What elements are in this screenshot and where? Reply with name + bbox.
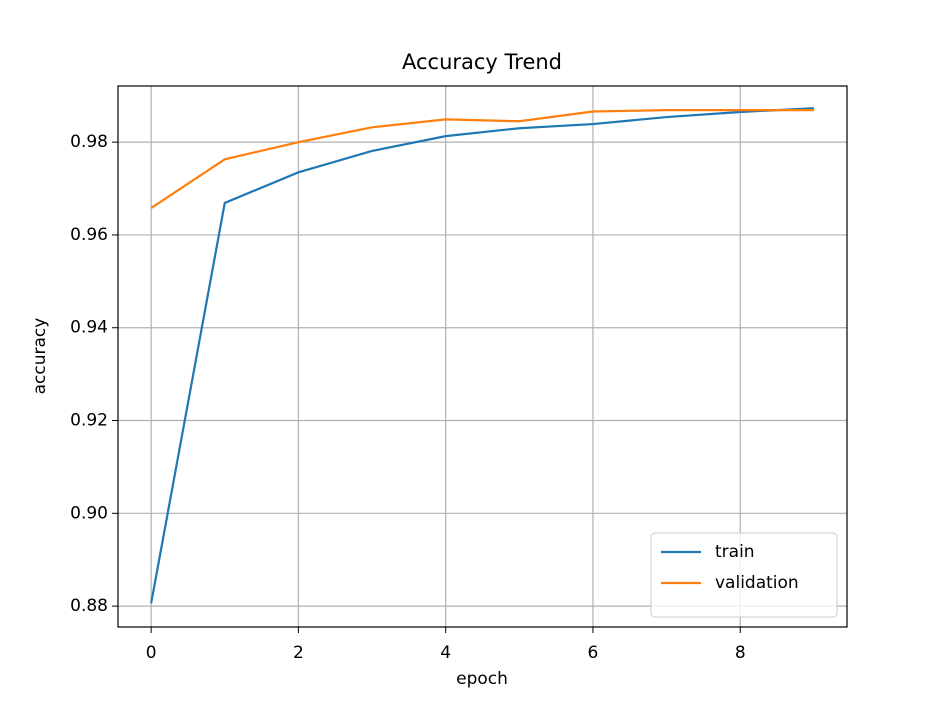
- y-tick-label: 0.96: [70, 225, 108, 245]
- x-tick-label: 6: [588, 643, 599, 663]
- legend-box: [650, 532, 838, 618]
- y-tick-label: 0.98: [70, 132, 108, 152]
- y-tick-label: 0.90: [70, 503, 108, 523]
- x-tick-label: 8: [735, 643, 746, 663]
- x-axis-label: epoch: [456, 669, 508, 689]
- legend: train validation: [650, 532, 838, 618]
- data-line: [150, 109, 814, 209]
- x-tick-label: 0: [146, 643, 157, 663]
- x-tick-label: 2: [293, 643, 304, 663]
- y-tick-label: 0.94: [70, 318, 108, 338]
- y-tick-label: 0.92: [70, 411, 108, 431]
- y-tick-label: 0.88: [70, 596, 108, 616]
- plot-frame: [117, 85, 848, 628]
- legend-label: train: [715, 542, 755, 562]
- x-tick-label: 4: [440, 643, 451, 663]
- data-line: [150, 107, 814, 604]
- chart-title: Accuracy Trend: [402, 50, 562, 74]
- y-axis-label: accuracy: [30, 318, 50, 395]
- legend-label: validation: [715, 573, 799, 593]
